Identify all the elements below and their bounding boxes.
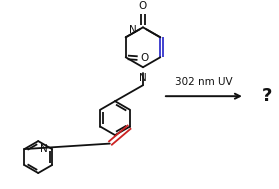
Text: N: N <box>139 73 147 83</box>
Text: O: O <box>139 1 147 11</box>
Text: N: N <box>40 144 48 154</box>
Text: ?: ? <box>261 87 272 105</box>
Text: N: N <box>129 25 136 35</box>
Text: 302 nm UV: 302 nm UV <box>175 77 233 87</box>
Text: O: O <box>141 53 149 63</box>
